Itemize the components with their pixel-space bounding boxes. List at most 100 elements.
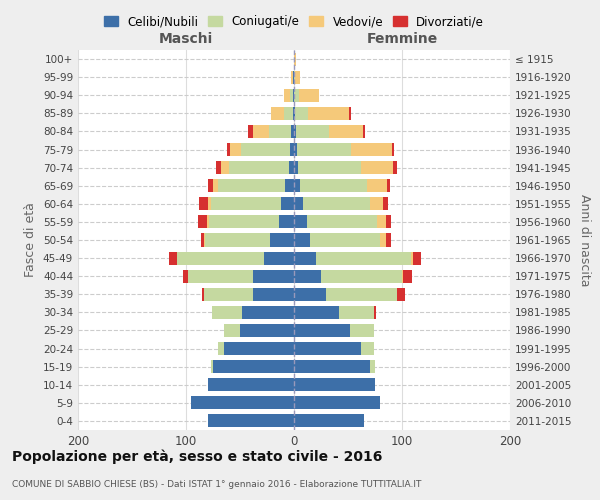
Bar	[294, 360, 370, 373]
Bar	[169, 252, 178, 264]
Bar	[386, 234, 391, 246]
Bar	[297, 143, 351, 156]
Bar	[370, 360, 375, 373]
Bar	[202, 288, 205, 301]
Bar	[201, 234, 205, 246]
Bar	[294, 342, 361, 355]
Bar	[212, 306, 242, 319]
Bar	[253, 125, 269, 138]
Bar	[253, 288, 294, 301]
Bar	[294, 52, 296, 66]
Bar	[241, 143, 290, 156]
Bar	[294, 125, 296, 138]
Bar	[224, 324, 240, 337]
Bar	[294, 234, 310, 246]
Bar	[286, 179, 294, 192]
Bar	[206, 216, 209, 228]
Text: Maschi: Maschi	[159, 32, 213, 46]
Bar	[284, 107, 293, 120]
Bar	[230, 143, 241, 156]
Bar	[295, 107, 308, 120]
Bar	[294, 143, 297, 156]
Bar	[205, 288, 253, 301]
Bar	[290, 88, 293, 102]
Bar	[387, 179, 390, 192]
Bar	[349, 107, 351, 120]
Bar	[294, 324, 350, 337]
Bar	[284, 88, 290, 102]
Bar	[183, 270, 188, 282]
Bar	[213, 360, 294, 373]
Bar	[294, 288, 326, 301]
Legend: Celibi/Nubili, Coniugati/e, Vedovi/e, Divorziati/e: Celibi/Nubili, Coniugati/e, Vedovi/e, Di…	[99, 10, 489, 32]
Bar	[370, 198, 383, 210]
Y-axis label: Anni di nascita: Anni di nascita	[578, 194, 591, 286]
Bar	[269, 125, 291, 138]
Bar	[208, 378, 294, 392]
Bar	[218, 342, 224, 355]
Bar	[316, 252, 410, 264]
Bar	[240, 324, 294, 337]
Bar	[295, 70, 301, 84]
Bar	[310, 234, 380, 246]
Bar	[224, 342, 294, 355]
Bar	[191, 396, 294, 409]
Bar	[270, 234, 294, 246]
Bar	[367, 179, 387, 192]
Bar	[374, 306, 376, 319]
Y-axis label: Fasce di età: Fasce di età	[25, 202, 37, 278]
Text: COMUNE DI SABBIO CHIESE (BS) - Dati ISTAT 1° gennaio 2016 - Elaborazione TUTTITA: COMUNE DI SABBIO CHIESE (BS) - Dati ISTA…	[12, 480, 421, 489]
Bar	[294, 161, 298, 174]
Bar	[248, 125, 253, 138]
Bar	[291, 70, 293, 84]
Bar	[380, 234, 386, 246]
Bar	[299, 88, 319, 102]
Bar	[329, 125, 363, 138]
Bar	[208, 179, 213, 192]
Bar	[294, 306, 340, 319]
Bar	[289, 161, 294, 174]
Bar	[291, 125, 294, 138]
Bar	[293, 88, 294, 102]
Bar	[199, 198, 208, 210]
Bar	[271, 107, 284, 120]
Bar	[294, 378, 375, 392]
Bar	[178, 252, 264, 264]
Bar	[302, 198, 370, 210]
Bar	[294, 414, 364, 428]
Bar	[383, 198, 388, 210]
Bar	[253, 270, 294, 282]
Bar	[351, 143, 392, 156]
Bar	[363, 125, 365, 138]
Bar	[298, 161, 361, 174]
Bar	[410, 252, 413, 264]
Bar	[229, 161, 289, 174]
Bar	[205, 234, 270, 246]
Bar	[294, 107, 295, 120]
Bar	[264, 252, 294, 264]
Bar	[294, 70, 295, 84]
Bar	[301, 179, 367, 192]
Bar	[209, 216, 279, 228]
Bar	[294, 179, 301, 192]
Bar	[294, 216, 307, 228]
Bar	[293, 70, 294, 84]
Bar	[242, 306, 294, 319]
Bar	[326, 288, 397, 301]
Text: Popolazione per età, sesso e stato civile - 2016: Popolazione per età, sesso e stato civil…	[12, 450, 382, 464]
Bar	[307, 216, 377, 228]
Bar	[403, 270, 412, 282]
Bar	[211, 198, 281, 210]
Bar	[281, 198, 294, 210]
Bar	[397, 288, 405, 301]
Bar	[198, 216, 206, 228]
Bar	[308, 107, 349, 120]
Text: Femmine: Femmine	[367, 32, 437, 46]
Bar	[218, 179, 286, 192]
Bar	[188, 270, 253, 282]
Bar	[290, 143, 294, 156]
Bar	[394, 161, 397, 174]
Bar	[208, 198, 211, 210]
Bar	[211, 360, 213, 373]
Bar	[392, 143, 394, 156]
